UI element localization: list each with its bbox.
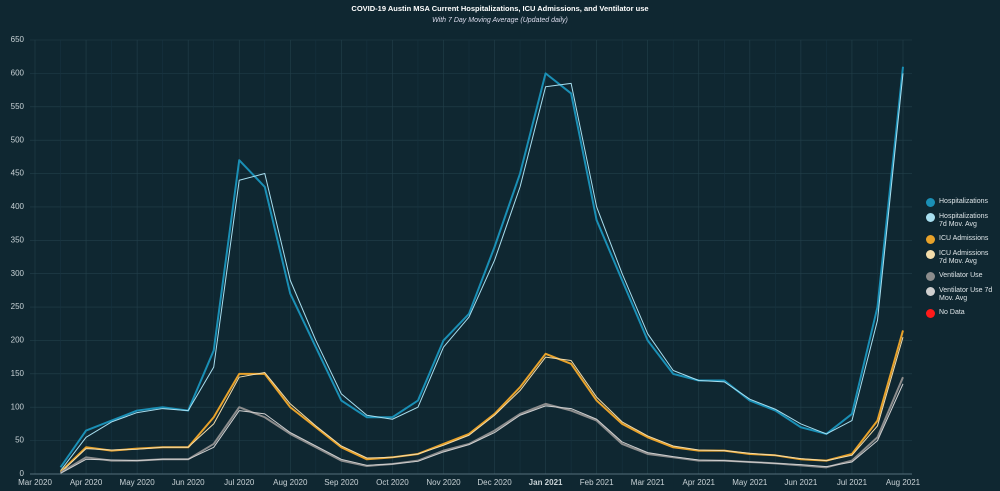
x-tick-label: Apr 2020 xyxy=(70,478,103,487)
legend-label: Ventilator Use 7d Mov. Avg xyxy=(939,287,993,302)
y-tick-label: 600 xyxy=(11,68,25,77)
x-tick-label: Apr 2021 xyxy=(683,478,716,487)
x-tick-label: Jun 2020 xyxy=(172,478,205,487)
series-line xyxy=(60,336,904,474)
legend: Hospitalizations Hospitalizations 7d Mov.… xyxy=(926,198,996,324)
x-tick-label: Oct 2020 xyxy=(376,478,409,487)
series-line xyxy=(60,73,904,471)
chart-subtitle: With 7 Day Moving Average (Updated daily… xyxy=(432,17,568,24)
x-tick-label: Jul 2021 xyxy=(837,478,868,487)
x-tick-label: Jul 2020 xyxy=(224,478,255,487)
y-tick-label: 500 xyxy=(11,135,25,144)
legend-label: ICU Admissions xyxy=(939,235,989,242)
x-tick-label: Mar 2021 xyxy=(631,478,665,487)
legend-item: Hospitalizations 7d Mov. Avg xyxy=(926,213,996,229)
legend-item: ICU Admissions xyxy=(926,235,996,244)
legend-label: Hospitalizations 7d Mov. Avg xyxy=(939,213,989,228)
y-tick-label: 250 xyxy=(11,302,25,311)
x-tick-label: May 2020 xyxy=(120,478,156,487)
y-tick-label: 150 xyxy=(11,369,25,378)
legend-swatch xyxy=(926,198,935,207)
x-tick-label: Jun 2021 xyxy=(784,478,817,487)
x-tick-label: Aug 2020 xyxy=(273,478,308,487)
legend-item: ICU Admissions 7d Mov. Avg xyxy=(926,250,996,266)
legend-item: Ventilator Use xyxy=(926,272,996,281)
legend-swatch xyxy=(926,287,935,296)
y-tick-label: 100 xyxy=(11,402,25,411)
y-tick-label: 650 xyxy=(11,35,25,44)
y-tick-label: 50 xyxy=(15,436,24,445)
x-tick-label: Jan 2021 xyxy=(529,478,563,487)
legend-item: Ventilator Use 7d Mov. Avg xyxy=(926,287,996,303)
x-tick-label: Feb 2021 xyxy=(580,478,614,487)
series-line xyxy=(60,383,904,474)
x-tick-label: Dec 2020 xyxy=(477,478,512,487)
legend-swatch xyxy=(926,250,935,259)
legend-label: Ventilator Use xyxy=(939,272,983,279)
y-tick-label: 200 xyxy=(11,336,25,345)
legend-swatch xyxy=(926,213,935,222)
legend-swatch xyxy=(926,235,935,244)
legend-item: Hospitalizations xyxy=(926,198,996,207)
series-line xyxy=(59,66,904,468)
x-tick-label: Sep 2020 xyxy=(324,478,359,487)
legend-swatch xyxy=(926,272,935,281)
x-tick-label: Nov 2020 xyxy=(426,478,461,487)
legend-label: Hospitalizations xyxy=(939,198,989,205)
y-tick-label: 350 xyxy=(11,235,25,244)
y-tick-label: 550 xyxy=(11,102,25,111)
legend-swatch xyxy=(926,309,935,318)
legend-label: No Data xyxy=(939,309,965,316)
chart-title: COVID-19 Austin MSA Current Hospitalizat… xyxy=(351,4,648,13)
x-tick-label: Aug 2021 xyxy=(886,478,921,487)
legend-label: ICU Admissions 7d Mov. Avg xyxy=(939,250,989,265)
legend-item: No Data xyxy=(926,309,996,318)
y-tick-label: 400 xyxy=(11,202,25,211)
y-tick-label: 450 xyxy=(11,169,25,178)
y-tick-label: 300 xyxy=(11,269,25,278)
x-tick-label: Mar 2020 xyxy=(18,478,52,487)
series-line xyxy=(59,330,904,473)
y-tick-label: 0 xyxy=(20,469,25,478)
x-tick-label: May 2021 xyxy=(732,478,768,487)
